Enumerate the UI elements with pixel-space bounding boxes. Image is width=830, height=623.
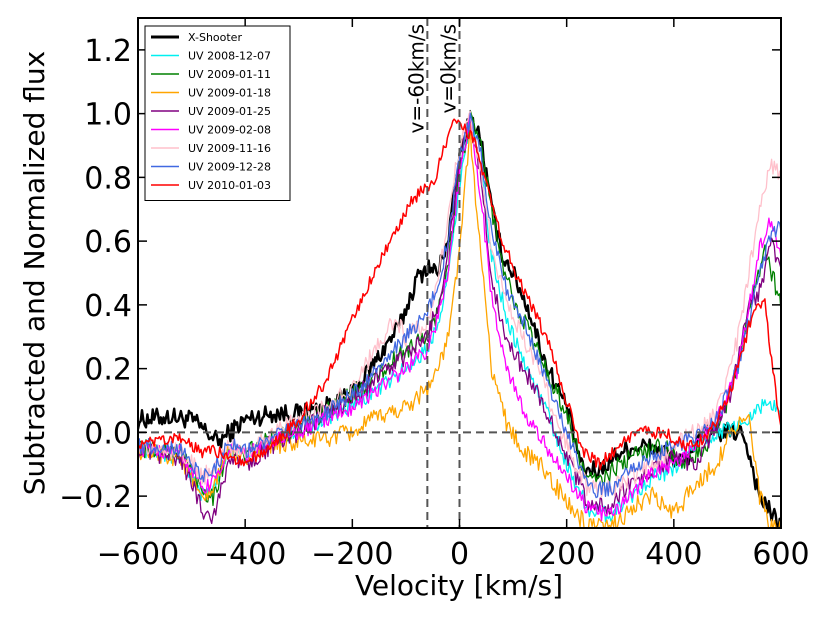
x-tick-label: −400 — [204, 537, 286, 572]
legend-entry: UV 2009-01-18 — [188, 87, 271, 100]
y-axis-label: Subtracted and Normalized flux — [18, 51, 51, 495]
y-tick-label: 1.0 — [84, 98, 132, 133]
legend-entry: UV 2009-11-16 — [188, 142, 271, 155]
reference-lines: v=-60km/s v=0km/s — [138, 18, 781, 528]
y-tick-label: 0.2 — [84, 353, 132, 388]
x-tick-label: −600 — [97, 537, 179, 572]
legend-entry: X-Shooter — [188, 31, 242, 44]
legend-entry: UV 2009-02-08 — [188, 124, 271, 137]
y-tick-label: 0.0 — [84, 416, 132, 451]
x-tick-label: 400 — [645, 537, 702, 572]
x-tick-label: 0 — [450, 537, 469, 572]
legend-entry: UV 2009-01-11 — [188, 68, 271, 81]
y-tick-label: −0.2 — [59, 480, 132, 515]
legend-entry: UV 2009-12-28 — [188, 161, 271, 174]
y-tick-label: 0.8 — [84, 161, 132, 196]
legend-entry: UV 2010-01-03 — [188, 179, 271, 192]
series-line-3 — [138, 122, 781, 528]
y-tick-label: 0.6 — [84, 225, 132, 260]
x-tick-label: 200 — [538, 537, 595, 572]
y-tick-label: 1.2 — [84, 34, 132, 69]
x-axis-label: Velocity [km/s] — [355, 569, 563, 602]
x-tick-label: 600 — [752, 537, 809, 572]
legend-entry: UV 2009-01-25 — [188, 105, 271, 118]
legend: X-Shooter UV 2008-12-07 UV 2009-01-11 UV 20… — [144, 25, 291, 201]
axis-ticks: −600 −400 −200 0 200 400 600 −0.2 0.0 0.2 0.4 0.6 0.… — [59, 18, 810, 572]
ref-line-label-1: v=0km/s — [437, 24, 461, 114]
ref-line-label-0: v=-60km/s — [404, 24, 428, 133]
y-tick-label: 0.4 — [84, 289, 132, 324]
series-line-7 — [138, 112, 781, 499]
legend-entry: UV 2008-12-07 — [188, 50, 271, 63]
series-line-8 — [138, 118, 781, 471]
x-tick-label: −200 — [311, 537, 393, 572]
plot-frame — [137, 17, 782, 529]
